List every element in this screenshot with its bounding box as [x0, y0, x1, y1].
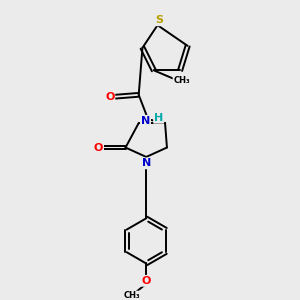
Text: O: O [105, 92, 114, 102]
Text: O: O [94, 142, 103, 152]
Text: H: H [154, 113, 163, 123]
Text: O: O [142, 276, 151, 286]
Text: CH₃: CH₃ [173, 76, 190, 85]
Text: CH₃: CH₃ [123, 291, 140, 300]
Text: N: N [142, 158, 152, 168]
Text: N: N [141, 116, 150, 126]
Text: S: S [155, 15, 164, 25]
